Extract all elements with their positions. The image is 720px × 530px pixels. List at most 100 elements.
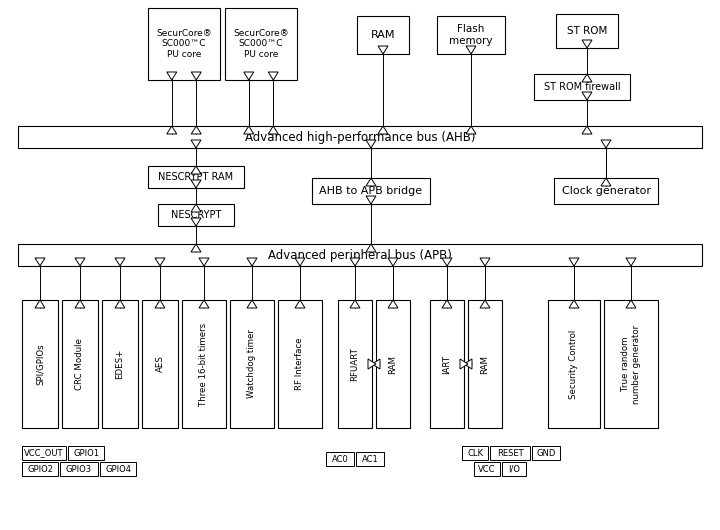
Bar: [468, 300, 502, 428]
Polygon shape: [269, 72, 278, 80]
Polygon shape: [35, 258, 45, 266]
Polygon shape: [199, 258, 209, 266]
Polygon shape: [464, 359, 472, 369]
Text: ST ROM firewall: ST ROM firewall: [544, 82, 621, 92]
Polygon shape: [569, 300, 579, 308]
Text: NESCRYPT: NESCRYPT: [171, 210, 221, 220]
Text: EDES+: EDES+: [115, 349, 125, 379]
Text: Watchdog timer: Watchdog timer: [248, 330, 256, 399]
Polygon shape: [191, 218, 201, 226]
Bar: [556, 14, 618, 48]
Bar: [148, 8, 220, 80]
Polygon shape: [247, 258, 257, 266]
Text: AHB to APB bridge: AHB to APB bridge: [320, 186, 423, 196]
Polygon shape: [269, 126, 278, 134]
Polygon shape: [35, 300, 45, 308]
Text: I/O: I/O: [508, 464, 520, 473]
Bar: [312, 178, 430, 204]
Bar: [62, 300, 98, 428]
Bar: [430, 300, 464, 428]
Polygon shape: [366, 140, 376, 148]
Bar: [225, 8, 297, 80]
Polygon shape: [115, 258, 125, 266]
Bar: [158, 204, 234, 226]
Bar: [604, 300, 658, 428]
Text: Flash
memory: Flash memory: [449, 24, 492, 46]
Polygon shape: [480, 258, 490, 266]
Bar: [532, 446, 560, 460]
Bar: [376, 300, 410, 428]
Bar: [437, 16, 505, 54]
Bar: [534, 74, 630, 100]
Polygon shape: [295, 300, 305, 308]
Text: RESET: RESET: [497, 448, 523, 457]
Polygon shape: [582, 92, 592, 100]
Bar: [148, 166, 244, 188]
Polygon shape: [388, 258, 398, 266]
Text: AC1: AC1: [361, 455, 379, 464]
Text: GPIO2: GPIO2: [27, 464, 53, 473]
Polygon shape: [75, 300, 85, 308]
Polygon shape: [388, 300, 398, 308]
Polygon shape: [626, 300, 636, 308]
Bar: [142, 300, 178, 428]
Text: GPIO4: GPIO4: [105, 464, 131, 473]
Bar: [338, 300, 372, 428]
Bar: [462, 446, 488, 460]
Polygon shape: [191, 140, 201, 148]
Polygon shape: [480, 300, 490, 308]
Text: Clock generator: Clock generator: [562, 186, 650, 196]
Text: RFUART: RFUART: [351, 347, 359, 381]
Polygon shape: [601, 140, 611, 148]
Text: IART: IART: [443, 355, 451, 374]
Bar: [60, 462, 98, 476]
Polygon shape: [191, 180, 201, 188]
Bar: [490, 446, 530, 460]
Text: AES: AES: [156, 356, 164, 373]
Polygon shape: [167, 126, 177, 134]
Polygon shape: [191, 204, 201, 212]
Bar: [502, 462, 526, 476]
Polygon shape: [582, 40, 592, 48]
Polygon shape: [295, 258, 305, 266]
Bar: [18, 126, 702, 148]
Polygon shape: [199, 300, 209, 308]
Polygon shape: [366, 178, 376, 186]
Polygon shape: [350, 258, 360, 266]
Bar: [230, 300, 274, 428]
Polygon shape: [378, 126, 388, 134]
Text: Advanced peripheral bus (APB): Advanced peripheral bus (APB): [268, 249, 452, 261]
Polygon shape: [192, 72, 202, 80]
Text: Three 16-bit timers: Three 16-bit timers: [199, 322, 209, 405]
Text: SPI/GPIOs: SPI/GPIOs: [35, 343, 45, 385]
Text: True random
number generator: True random number generator: [621, 324, 641, 403]
Text: RF Interface: RF Interface: [295, 338, 305, 390]
Polygon shape: [466, 126, 476, 134]
Polygon shape: [155, 300, 165, 308]
Text: Advanced high-performance bus (AHB): Advanced high-performance bus (AHB): [245, 130, 475, 144]
Polygon shape: [582, 74, 592, 82]
Text: RAM: RAM: [389, 355, 397, 374]
Text: RAM: RAM: [480, 355, 490, 374]
Polygon shape: [191, 166, 201, 174]
Polygon shape: [582, 126, 592, 134]
Text: CRC Module: CRC Module: [76, 338, 84, 390]
Polygon shape: [155, 258, 165, 266]
Polygon shape: [167, 72, 177, 80]
Bar: [68, 446, 104, 460]
Bar: [548, 300, 600, 428]
Bar: [474, 462, 500, 476]
Polygon shape: [366, 244, 376, 252]
Polygon shape: [442, 300, 452, 308]
Bar: [18, 244, 702, 266]
Polygon shape: [191, 244, 201, 252]
Polygon shape: [378, 46, 388, 54]
Polygon shape: [466, 46, 476, 54]
Text: CLK: CLK: [467, 448, 483, 457]
Polygon shape: [366, 196, 376, 204]
Bar: [182, 300, 226, 428]
Text: GPIO1: GPIO1: [73, 448, 99, 457]
Text: SecurCore®
SC000™C
PU core: SecurCore® SC000™C PU core: [156, 29, 212, 59]
Text: RAM: RAM: [371, 30, 395, 40]
Polygon shape: [75, 258, 85, 266]
